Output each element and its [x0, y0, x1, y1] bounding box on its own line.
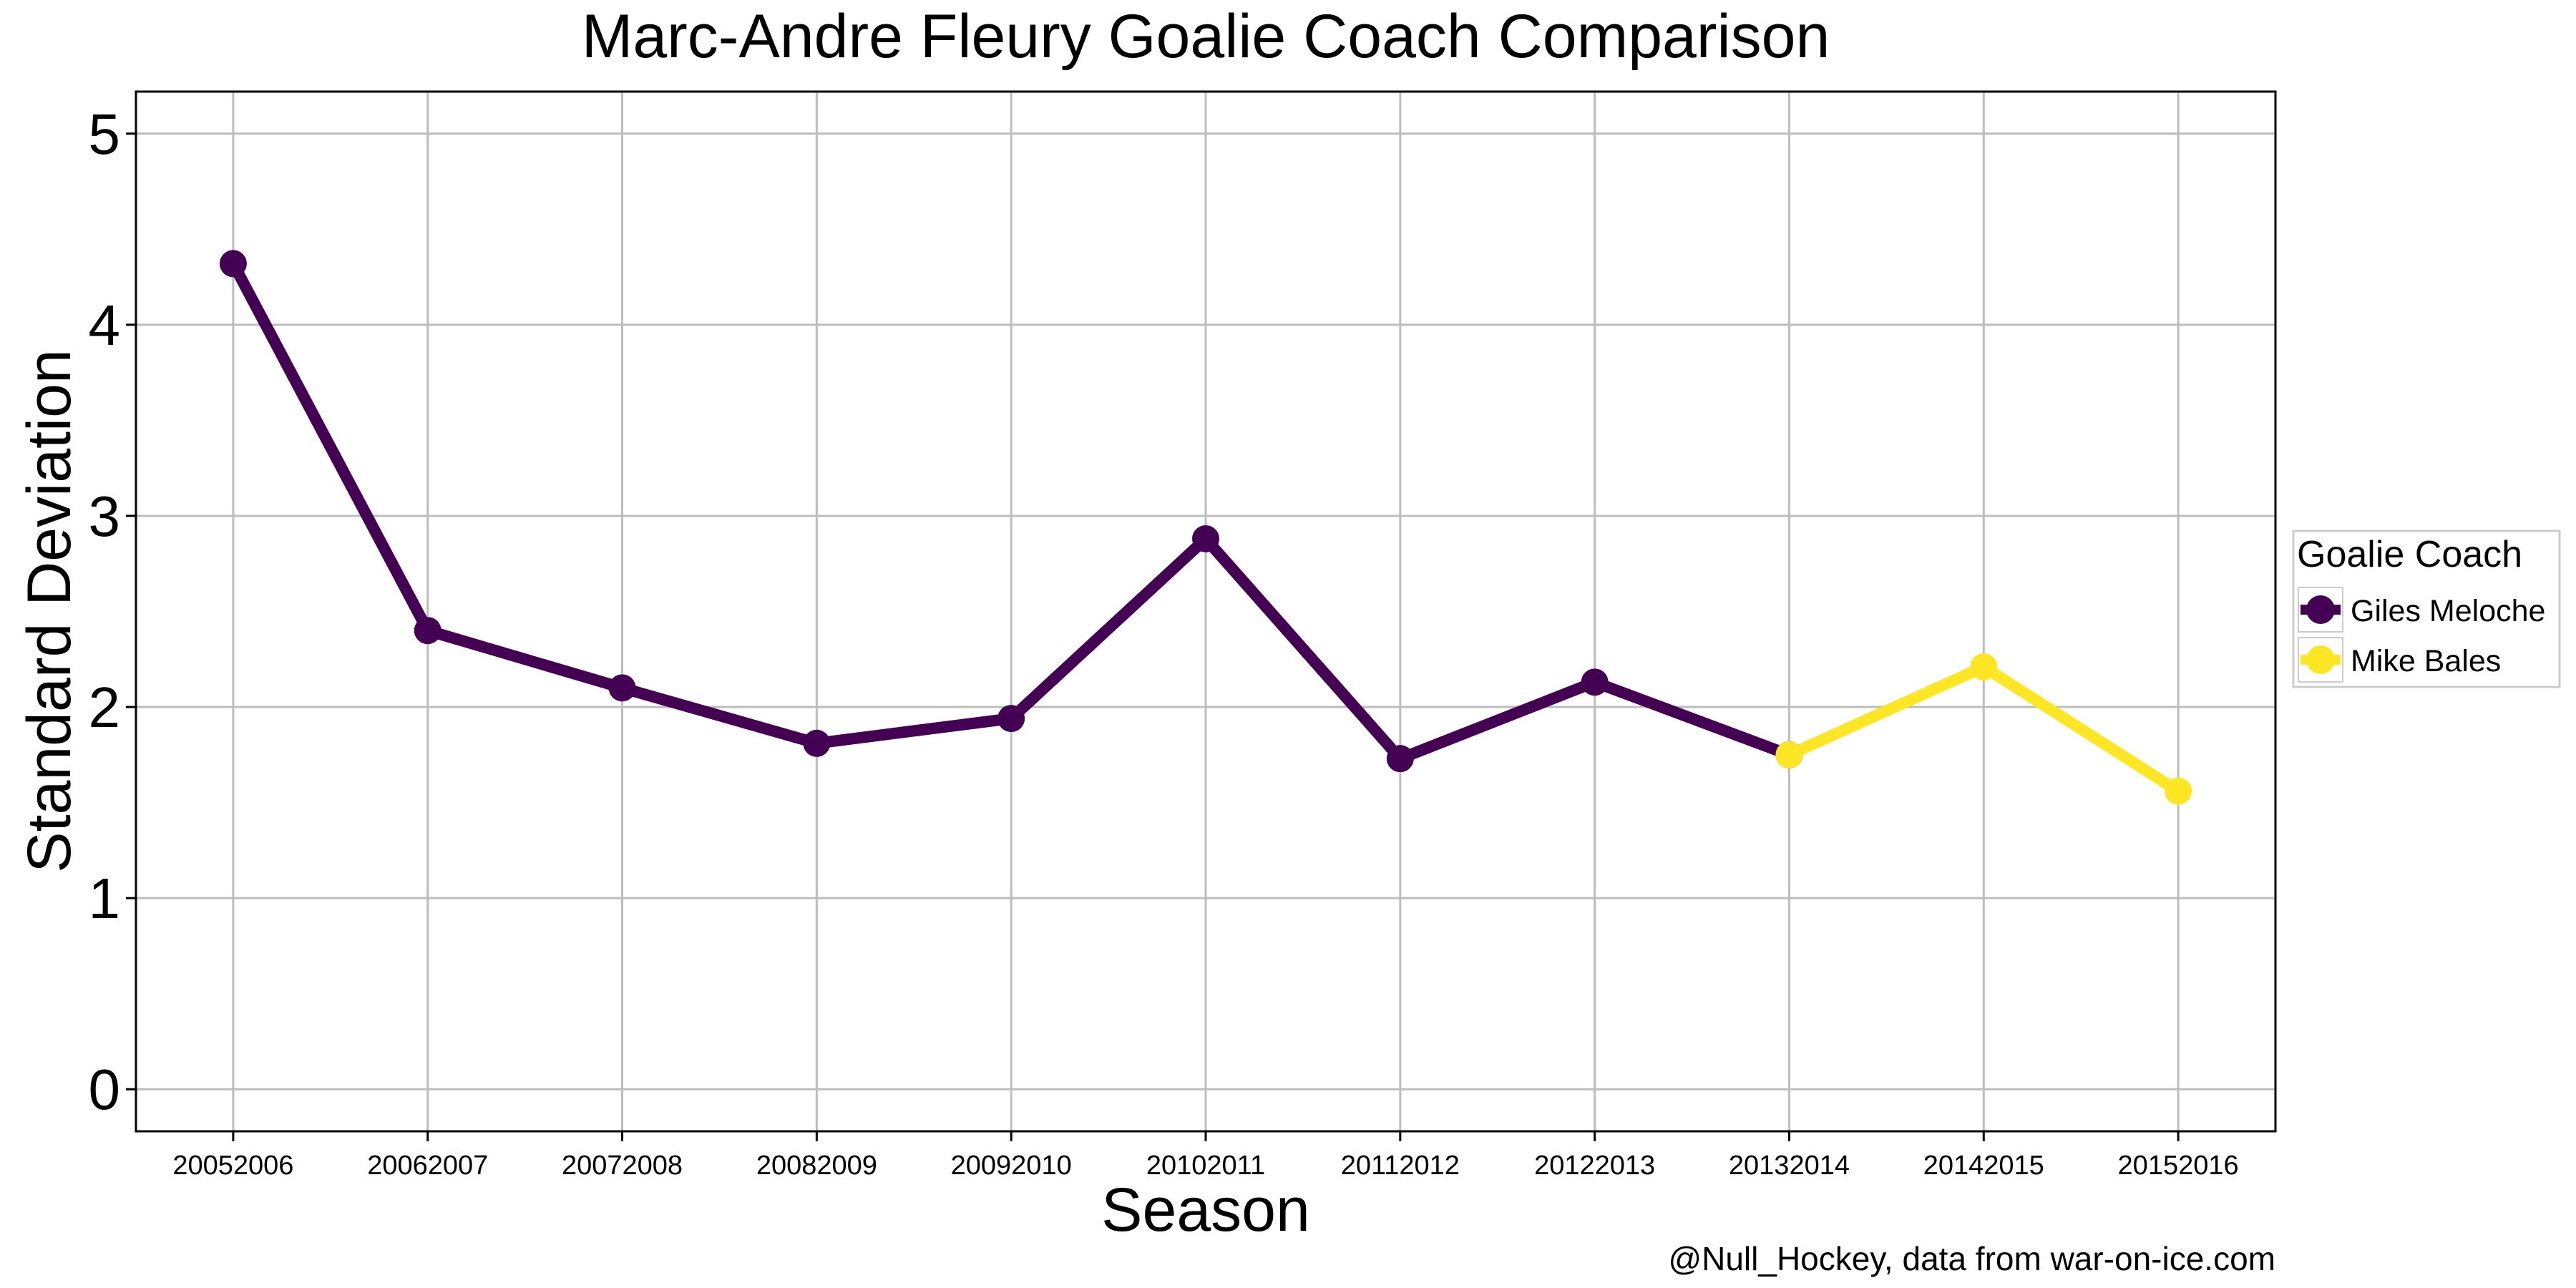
data-point — [2165, 777, 2192, 805]
y-axis-title: Standard Deviation — [15, 349, 84, 872]
y-tick-label: 4 — [89, 293, 121, 357]
data-point — [1386, 745, 1414, 773]
data-point — [219, 250, 247, 278]
x-tick-label: 20142015 — [1923, 1151, 2044, 1181]
data-point — [997, 705, 1025, 733]
legend-label: Giles Meloche — [2351, 594, 2545, 628]
legend-item-mike-bales: Mike Bales — [2298, 637, 2501, 683]
data-point — [1581, 668, 1609, 696]
x-tick-label: 20122013 — [1534, 1151, 1655, 1181]
x-tick-label: 20052006 — [172, 1151, 293, 1181]
x-tick-label: 20062007 — [367, 1151, 488, 1181]
legend-key-point — [2306, 595, 2335, 624]
x-tick-label: 20092010 — [951, 1151, 1072, 1181]
x-tick-label: 20082009 — [756, 1151, 877, 1181]
x-tick-label: 20072008 — [562, 1151, 683, 1181]
data-point — [1775, 741, 1803, 769]
data-point — [1192, 525, 1219, 553]
y-tick-label: 2 — [89, 675, 121, 739]
data-point — [608, 674, 636, 702]
y-tick-label: 5 — [89, 102, 121, 166]
legend: Goalie Coach Giles Meloche Mike Bales — [2292, 530, 2561, 688]
legend-title: Goalie Coach — [2297, 534, 2522, 575]
x-axis-title: Season — [1101, 1176, 1310, 1244]
y-tick-label: 0 — [89, 1058, 121, 1121]
points-layer — [219, 250, 2192, 805]
x-tick-label: 20152016 — [2118, 1151, 2239, 1181]
data-point — [1970, 653, 1998, 680]
grid — [136, 92, 2275, 1131]
x-ticks: 20052006 20062007 20072008 20082009 20092010… — [172, 1131, 2239, 1181]
y-tick-label: 3 — [89, 484, 121, 548]
y-ticks: 0 1 2 3 4 5 — [89, 102, 136, 1121]
x-tick-label: 20112012 — [1341, 1151, 1460, 1181]
legend-label: Mike Bales — [2351, 644, 2501, 678]
data-point — [803, 729, 831, 757]
legend-key-point — [2306, 645, 2335, 674]
caption: @Null_Hockey, data from war-on-ice.com — [1668, 1240, 2275, 1277]
data-point — [414, 617, 441, 645]
x-tick-label: 20102011 — [1146, 1151, 1265, 1181]
chart-title: Marc-Andre Fleury Goalie Coach Compariso… — [582, 2, 1830, 71]
x-tick-label: 20132014 — [1729, 1151, 1850, 1181]
y-tick-label: 1 — [89, 867, 121, 930]
legend-item-giles-meloche: Giles Meloche — [2298, 587, 2545, 633]
